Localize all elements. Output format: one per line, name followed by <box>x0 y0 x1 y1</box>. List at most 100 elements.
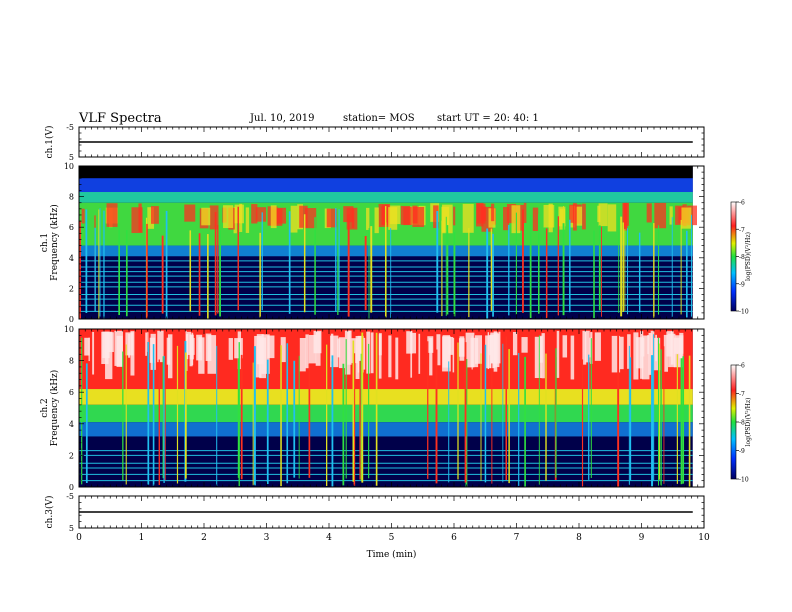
saturated-patch <box>84 337 90 356</box>
saturated-patch <box>363 337 366 370</box>
colorbar-tick-label: -6 <box>739 200 745 207</box>
y-tick-label: 8 <box>69 357 74 366</box>
emission-patch <box>201 207 211 226</box>
saturated-patch <box>228 338 233 360</box>
emission-patch <box>251 204 258 224</box>
colorbar-tick-label: -8 <box>739 420 745 427</box>
x-tick-label: 9 <box>639 533 645 543</box>
y-tick-label: -5 <box>66 123 74 132</box>
saturated-patch <box>149 337 156 363</box>
y-tick-label: 6 <box>69 223 74 232</box>
emission-patch <box>151 206 159 224</box>
saturated-patch <box>429 338 433 376</box>
emission-patch <box>234 204 244 224</box>
emission-patch <box>687 205 697 226</box>
y-ticks <box>79 495 704 529</box>
saturated-patch <box>166 337 171 365</box>
saturated-patch <box>541 333 545 379</box>
x-tick-label: 2 <box>201 533 207 543</box>
emission-patch <box>255 207 267 222</box>
colorbar-label: log(PSD)(V²/Hz) <box>745 398 752 447</box>
saturated-patch <box>562 335 568 358</box>
saturated-patch <box>207 335 217 374</box>
y-tick-label: 5 <box>69 524 74 533</box>
y-tick-label: 2 <box>69 451 74 460</box>
x-tick-label: 8 <box>576 533 582 543</box>
high-frequency-band <box>79 166 693 179</box>
y-tick-label: 0 <box>69 315 74 324</box>
saturated-patch <box>305 334 309 369</box>
saturated-patch <box>410 331 413 378</box>
y-ticks <box>79 165 704 320</box>
spectrogram-ylabel: Frequency (kHz) <box>49 204 60 281</box>
x-tick-label: 10 <box>698 533 710 543</box>
saturated-patch <box>556 330 560 378</box>
saturated-patch <box>585 330 590 363</box>
saturated-patch <box>157 330 164 363</box>
saturated-patch <box>280 337 286 363</box>
emission-patch <box>669 206 673 225</box>
saturated-patch <box>487 332 490 370</box>
saturated-patch <box>512 332 518 356</box>
emission-patch <box>462 203 474 233</box>
saturated-patch <box>670 331 674 365</box>
y-tick-label: 10 <box>64 325 74 334</box>
emission-patch <box>305 208 317 229</box>
emission-patch <box>598 203 608 227</box>
saturated-patch <box>582 330 587 365</box>
emission-patch <box>106 203 118 227</box>
saturated-patch <box>128 333 131 358</box>
emission-patch <box>412 205 418 224</box>
colorbar-tick-label: -7 <box>739 227 745 234</box>
saturated-patch <box>193 337 195 355</box>
emission-patch <box>209 205 219 230</box>
saturated-patch <box>234 338 243 359</box>
y-tick-label: -5 <box>66 492 74 501</box>
saturated-patch <box>337 338 341 358</box>
saturated-patch <box>618 336 624 370</box>
saturated-patch <box>594 332 601 361</box>
emission-patch <box>491 203 495 222</box>
y-tick-label: 10 <box>64 162 74 171</box>
y-tick-label: 4 <box>69 254 74 263</box>
emission-patch <box>270 205 277 229</box>
saturated-patch <box>378 334 382 379</box>
saturated-patch <box>344 330 351 375</box>
saturated-patch <box>338 337 346 369</box>
emission-patch <box>290 205 298 233</box>
spectrogram-1 <box>79 166 697 319</box>
saturated-patch <box>589 337 593 358</box>
y-ticks <box>79 328 704 488</box>
x-tick-label: 7 <box>514 533 520 543</box>
saturated-patch <box>315 332 321 366</box>
emission-patch <box>569 204 574 223</box>
emission-patch <box>299 205 308 228</box>
emission-patch <box>481 206 493 232</box>
saturated-patch <box>673 337 683 368</box>
station-label: station= MOS <box>343 113 415 124</box>
saturated-patch <box>498 331 501 364</box>
colorbar-tick-label: -6 <box>739 363 745 370</box>
colorbar <box>730 201 737 312</box>
saturated-patch <box>259 337 267 379</box>
spectrogram-ylabel: Frequency (kHz) <box>49 370 60 447</box>
saturated-patch <box>442 336 451 372</box>
y-tick-label: 4 <box>69 420 74 429</box>
saturated-patch <box>427 336 434 353</box>
saturated-patch <box>474 335 483 364</box>
colorbar-tick-label: -9 <box>739 281 745 288</box>
saturated-patch <box>663 334 669 372</box>
saturated-patch <box>357 335 364 373</box>
band-cyan <box>79 192 693 203</box>
saturated-patch <box>490 334 496 369</box>
emission-patch <box>543 204 555 228</box>
emission-patch <box>388 207 398 230</box>
saturated-patch <box>570 335 575 380</box>
x-tick-label: 4 <box>326 533 332 543</box>
waveform-ylabel: ch.1(V) <box>44 126 55 159</box>
saturated-patch <box>101 331 109 365</box>
x-ticks <box>78 166 705 319</box>
saturated-patch <box>534 336 543 379</box>
emission-patch <box>532 207 539 231</box>
